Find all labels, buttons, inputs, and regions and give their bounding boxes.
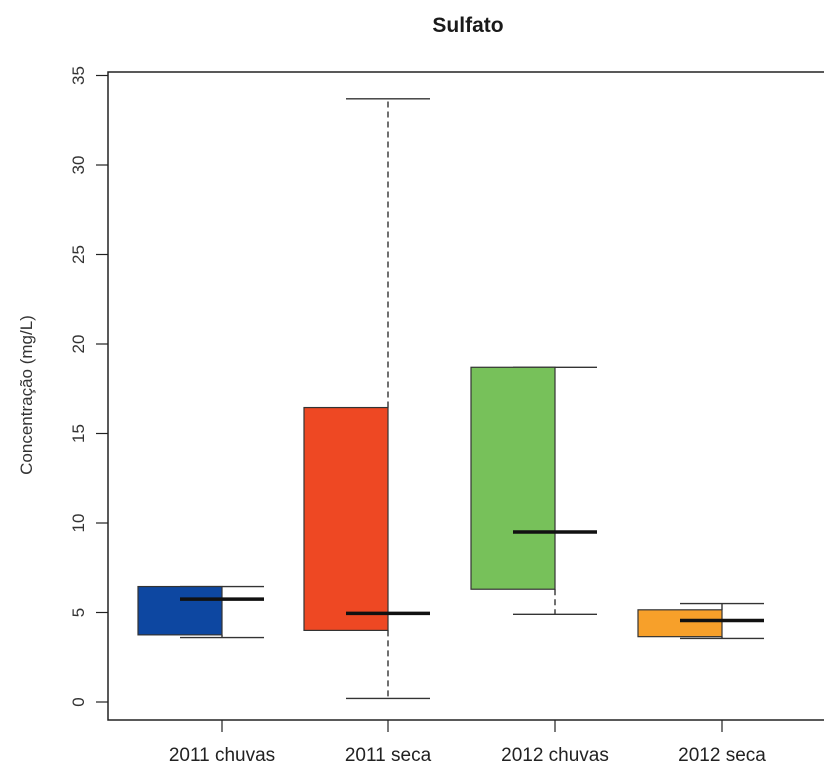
y-tick-label-0: 0 [69, 697, 88, 706]
x-tick-label-0: 2011 chuvas [169, 745, 275, 766]
plot-area: 0 5 10 15 20 25 30 35 2011 chuvas 2011 seca 2012 c… [69, 66, 824, 766]
x-tick-label-2: 2012 chuvas [501, 745, 609, 766]
y-tick-label-20: 20 [69, 335, 88, 354]
y-tick-label-10: 10 [69, 514, 88, 533]
x-tick-label-1: 2011 seca [345, 745, 432, 766]
plot-frame [107, 71, 824, 721]
chart-title: Sulfato [432, 14, 503, 37]
box-3 [637, 609, 723, 638]
box-1 [303, 406, 389, 632]
box-0 [137, 585, 223, 636]
y-tick-label-15: 15 [69, 424, 88, 443]
y-tick-label-25: 25 [69, 245, 88, 264]
x-tick-label-3: 2012 seca [678, 745, 766, 766]
y-axis-label: Concentração (mg/L) [17, 315, 36, 475]
y-tick-label-30: 30 [69, 156, 88, 175]
y-tick-label-35: 35 [69, 66, 88, 85]
box-2 [470, 366, 556, 590]
y-tick-label-5: 5 [69, 608, 88, 617]
